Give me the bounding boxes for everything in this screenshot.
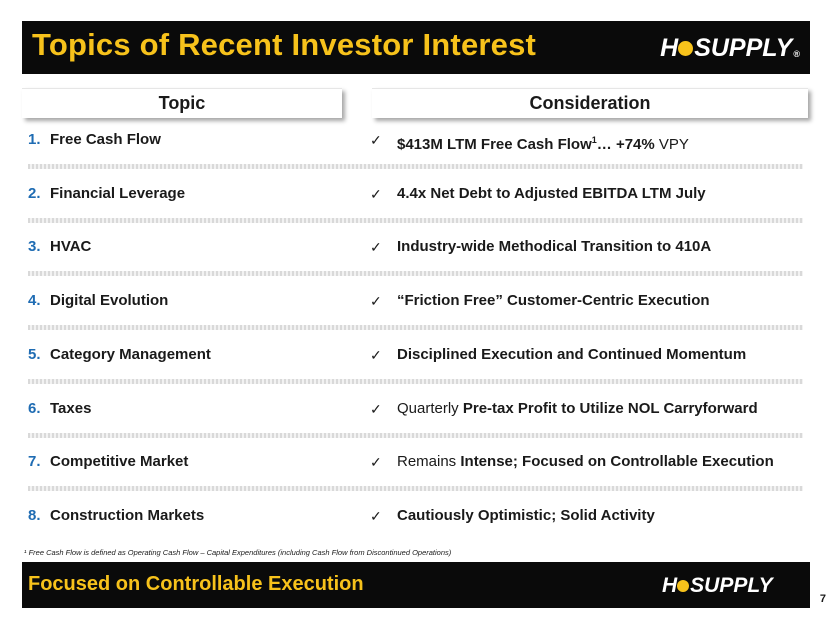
checkmark-icon: ✓ bbox=[370, 400, 382, 417]
checkmark-icon: ✓ bbox=[370, 293, 382, 310]
footnote-marker: 1 bbox=[591, 135, 597, 145]
topic-label: Taxes bbox=[50, 399, 92, 417]
consideration-segment: 4.4x Net Debt to Adjusted EBITDA LTM Jul… bbox=[397, 184, 706, 202]
consideration-text: $413M LTM Free Cash Flow1… +74% VPY bbox=[397, 125, 689, 155]
row-divider bbox=[28, 325, 803, 331]
consideration-text: Industry-wide Methodical Transition to 4… bbox=[397, 232, 711, 262]
topic-label: Financial Leverage bbox=[50, 184, 186, 202]
consideration-segment: Remains bbox=[397, 453, 461, 471]
row-divider bbox=[28, 164, 803, 169]
list-item: 7. Competitive Market ✓ Remains Intense; Fo… bbox=[22, 447, 810, 501]
item-number: 2. bbox=[28, 184, 41, 202]
hd-supply-logo: H SUPPLY ® bbox=[660, 34, 800, 62]
consideration-segment: Disciplined Execution and Continued Mome… bbox=[397, 345, 747, 363]
item-number: 5. bbox=[28, 345, 41, 363]
topic-label: Competitive Market bbox=[50, 453, 189, 471]
checkmark-icon: ✓ bbox=[370, 132, 382, 148]
list-item: 1. Free Cash Flow ✓ $413M LTM Free Cash Flo… bbox=[22, 125, 810, 179]
logo-dot-icon bbox=[677, 580, 690, 592]
item-number: 6. bbox=[28, 399, 41, 417]
consideration-segment: Quarterly bbox=[397, 399, 463, 417]
consideration-text: Cautiously Optimistic; Solid Activity bbox=[397, 501, 655, 531]
checkmark-icon: ✓ bbox=[370, 507, 382, 524]
topic-label: Digital Evolution bbox=[50, 292, 169, 310]
checkmark-icon: ✓ bbox=[370, 346, 382, 363]
list-item: 5. Category Management ✓ Disciplined Execut… bbox=[22, 340, 810, 394]
consideration-segment: Intense; Focused on Controllable Executi… bbox=[460, 453, 774, 471]
checkmark-icon: ✓ bbox=[370, 185, 382, 202]
checkmark-icon: ✓ bbox=[370, 454, 382, 471]
consideration-segment: $413M LTM Free Cash Flow bbox=[397, 136, 592, 153]
row-divider bbox=[28, 432, 803, 438]
consideration-text: Quarterly Pre-tax Profit to Utilize NOL … bbox=[397, 394, 758, 424]
consideration-text: Remains Intense; Focused on Controllable… bbox=[397, 447, 774, 477]
consideration-segment: Cautiously Optimistic; Solid Activity bbox=[397, 506, 655, 524]
list-item: 4. Digital Evolution ✓ “Friction Free” Cust… bbox=[22, 286, 810, 340]
row-divider bbox=[28, 217, 803, 223]
consideration-text: “Friction Free” Customer-Centric Executi… bbox=[397, 286, 710, 316]
footer-tagline: Focused on Controllable Execution bbox=[28, 573, 364, 595]
list-item: 2. Financial Leverage ✓ 4.4x Net Debt to Ad… bbox=[22, 179, 810, 233]
logo-dot-icon bbox=[678, 41, 694, 56]
item-number: 3. bbox=[28, 238, 41, 256]
list-item: 3. HVAC ✓ Industry-wide Methodical Transiti… bbox=[22, 232, 810, 286]
topic-label: Free Cash Flow bbox=[50, 131, 161, 148]
consideration-text: Disciplined Execution and Continued Mome… bbox=[397, 340, 746, 370]
footer-bar: Focused on Controllable Execution H SUPPL… bbox=[22, 562, 810, 608]
hd-supply-logo-footer: H SUPPLY bbox=[662, 574, 773, 597]
item-number: 4. bbox=[28, 292, 41, 310]
item-number: 1. bbox=[28, 131, 41, 148]
topic-label: Category Management bbox=[50, 345, 211, 363]
consideration-segment: VPY bbox=[654, 136, 689, 153]
topic-label: HVAC bbox=[50, 238, 92, 256]
row-divider bbox=[28, 271, 803, 277]
item-number: 7. bbox=[28, 453, 41, 471]
row-divider bbox=[28, 486, 803, 492]
consideration-segment: Pre-tax Profit to Utilize NOL Carryforwa… bbox=[462, 399, 758, 417]
topic-label: Construction Markets bbox=[50, 506, 205, 524]
title-bar: Topics of Recent Investor Interest H SUPP… bbox=[22, 21, 810, 74]
consideration-segment: “Friction Free” Customer-Centric Executi… bbox=[397, 292, 710, 310]
consideration-text: 4.4x Net Debt to Adjusted EBITDA LTM Jul… bbox=[397, 179, 706, 209]
row-divider bbox=[28, 378, 803, 384]
page-number: 7 bbox=[819, 593, 826, 605]
consideration-column-header: Consideration bbox=[372, 88, 808, 118]
item-number: 8. bbox=[28, 506, 41, 524]
list-item: 6. Taxes ✓ Quarterly Pre-tax Profit to Util… bbox=[22, 394, 810, 448]
checkmark-icon: ✓ bbox=[370, 239, 382, 256]
topic-column-header: Topic bbox=[22, 88, 342, 118]
list-item: 8. Construction Markets ✓ Cautiously Optimi… bbox=[22, 501, 810, 555]
page-title: Topics of Recent Investor Interest bbox=[32, 27, 537, 62]
consideration-segment: Industry-wide Methodical Transition to 4… bbox=[397, 238, 712, 256]
consideration-segment: … +74% bbox=[596, 136, 655, 153]
footnote: ¹ Free Cash Flow is defined as Operating… bbox=[24, 548, 452, 557]
